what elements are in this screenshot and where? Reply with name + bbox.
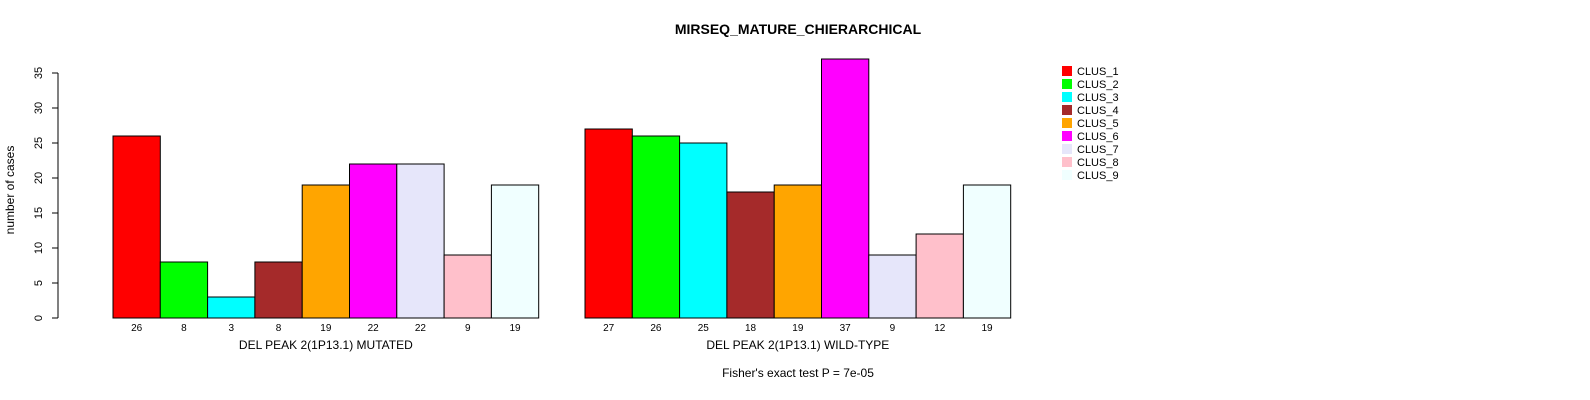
legend-swatch: [1062, 79, 1072, 89]
legend-swatch: [1062, 105, 1072, 115]
bar-clus-9: [962, 184, 1012, 319]
legend-swatch: [1062, 157, 1072, 167]
y-tick-label: 30: [33, 102, 45, 114]
x-axis-label: DEL PEAK 2(1P13.1) MUTATED: [239, 338, 413, 352]
bar-clus-3: [679, 142, 728, 319]
bar-count-label: 19: [320, 323, 332, 334]
bar-clus-1: [112, 135, 161, 319]
bar-count-label: 25: [698, 323, 710, 334]
bar-count-label: 9: [890, 323, 896, 334]
bar-count-label: 19: [792, 323, 804, 334]
panel-wild-type: 27 26 25 18 19 37 9 12 19 DEL PEAK 2(1P13.1) WILD…: [584, 58, 1012, 352]
bar-clus-7: [868, 254, 917, 319]
legend-swatch: [1062, 92, 1072, 102]
bar-clus-9: [490, 184, 540, 319]
y-tick-label: 5: [33, 280, 45, 286]
bar-count-label: 26: [131, 323, 143, 334]
bar-clus-1: [584, 128, 633, 319]
legend-label: CLUS_8: [1077, 157, 1119, 169]
bar-count-label: 8: [276, 323, 282, 334]
chart-title: MIRSEQ_MATURE_CHIERARCHICAL: [675, 21, 922, 37]
y-tick-label: 15: [33, 207, 45, 219]
bar-count-label: 37: [840, 323, 852, 334]
bar-clus-2: [631, 135, 681, 319]
y-tick-label: 20: [33, 172, 45, 184]
bar-clus-8: [443, 254, 492, 319]
bar-count-label: 26: [650, 323, 662, 334]
bar-clus-7: [396, 163, 445, 319]
bar-clus-6: [349, 163, 398, 319]
bar-count-label: 9: [465, 323, 471, 334]
legend-swatch: [1062, 66, 1072, 76]
bar-clus-2: [159, 261, 209, 319]
legend-swatch: [1062, 170, 1072, 180]
bar-count-label: 19: [509, 323, 521, 334]
x-axis-label: DEL PEAK 2(1P13.1) WILD-TYPE: [706, 338, 889, 352]
legend-label: CLUS_3: [1077, 92, 1119, 104]
bar-clus-5: [773, 184, 823, 319]
legend-label: CLUS_6: [1077, 131, 1119, 143]
bar-clus-4: [254, 261, 303, 319]
bar-clus-4: [726, 191, 775, 319]
legend-swatch: [1062, 131, 1072, 141]
bar-count-label: 19: [981, 323, 993, 334]
bar-count-label: 18: [745, 323, 757, 334]
legend-label: CLUS_7: [1077, 144, 1119, 156]
y-axis-label: number of cases: [3, 146, 17, 235]
legend-swatch: [1062, 144, 1072, 154]
legend-label: CLUS_4: [1077, 105, 1119, 117]
legend-label: CLUS_9: [1077, 170, 1119, 182]
y-axis: 0 5 10 15 20 25 30 35: [33, 67, 59, 321]
y-tick-label: 35: [33, 67, 45, 79]
y-tick-label: 0: [33, 315, 45, 321]
legend: CLUS_1CLUS_2CLUS_3CLUS_4CLUS_5CLUS_6CLUS…: [1062, 66, 1119, 182]
y-tick-label: 10: [33, 242, 45, 254]
panel-mutated: 26 8 3 8 19 22 22 9 19 DEL PEAK 2(1P13.1) MUTATED: [112, 135, 540, 352]
bar-clus-8: [915, 233, 964, 319]
legend-label: CLUS_2: [1077, 79, 1119, 91]
fisher-test-footnote: Fisher's exact test P = 7e-05: [722, 366, 874, 380]
bar-count-label: 12: [934, 323, 946, 334]
bar-count-label: 22: [368, 323, 380, 334]
bar-count-label: 22: [415, 323, 427, 334]
bar-panels: 26 8 3 8 19 22 22 9 19 DEL PEAK 2(1P13.1) MUTATED…: [112, 58, 1012, 352]
legend-label: CLUS_1: [1077, 66, 1119, 78]
legend-label: CLUS_5: [1077, 118, 1119, 130]
bar-count-label: 8: [181, 323, 187, 334]
bar-clus-3: [207, 296, 256, 319]
bar-count-label: 27: [603, 323, 615, 334]
y-tick-label: 25: [33, 137, 45, 149]
bar-clus-6: [821, 58, 870, 319]
legend-swatch: [1062, 118, 1072, 128]
bar-count-label: 3: [228, 323, 234, 334]
bar-clus-5: [301, 184, 351, 319]
